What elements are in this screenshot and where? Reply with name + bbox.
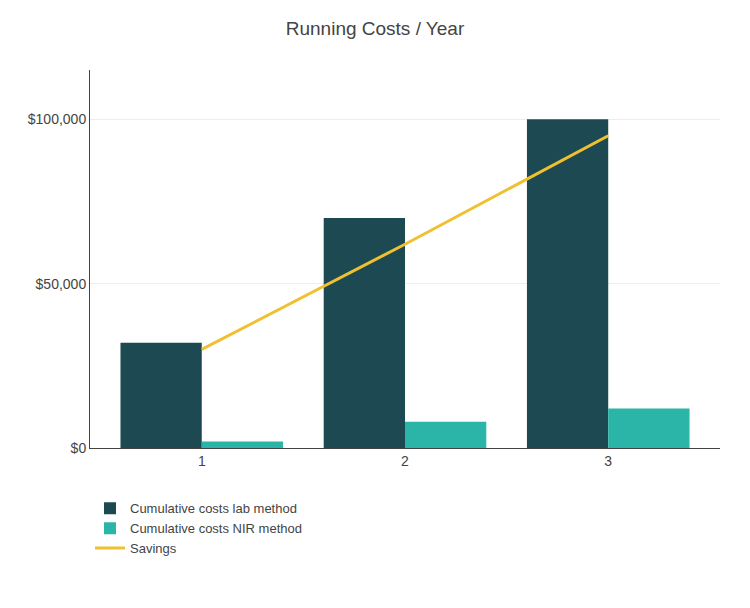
svg-text:2: 2 (401, 453, 409, 469)
svg-text:$50,000: $50,000 (36, 276, 87, 292)
svg-text:1: 1 (198, 453, 206, 469)
svg-text:3: 3 (604, 453, 612, 469)
svg-text:$100,000: $100,000 (28, 111, 87, 127)
svg-text:Savings: Savings (130, 541, 177, 556)
svg-text:Cumulative costs NIR method: Cumulative costs NIR method (130, 521, 302, 536)
svg-text:Running Costs / Year: Running Costs / Year (286, 18, 465, 39)
svg-text:$0: $0 (71, 440, 87, 456)
svg-text:Cumulative costs lab method: Cumulative costs lab method (130, 501, 297, 516)
